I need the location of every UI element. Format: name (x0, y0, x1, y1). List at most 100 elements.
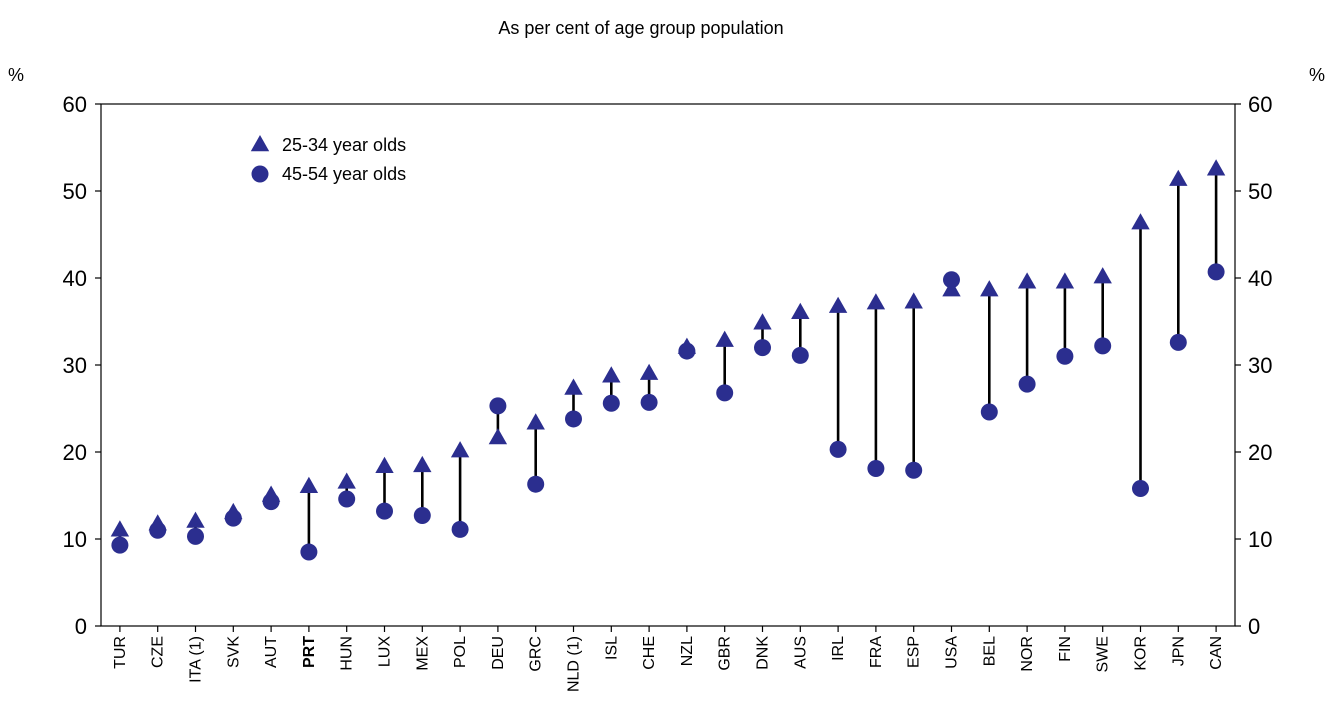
point-25-34 (1206, 159, 1226, 176)
point-45-54 (413, 507, 431, 525)
point-45-54 (791, 346, 809, 364)
x-tick-label: USA (944, 636, 961, 669)
x-tick-label: NOR (1019, 636, 1036, 672)
point-25-34 (942, 280, 961, 297)
x-tick-label: LUX (377, 636, 394, 667)
point-45-54 (678, 342, 696, 360)
x-tick-label: NLD (1) (566, 636, 583, 692)
point-45-54 (1169, 333, 1187, 351)
x-tick-label: POL (452, 636, 469, 668)
y-axis-label-left: % (8, 65, 24, 85)
point-25-34 (602, 366, 621, 383)
x-tick-label: IRL (830, 636, 847, 661)
x-tick-label: AUT (263, 636, 280, 668)
y-tick-label-left: 10 (63, 527, 87, 552)
legend-label-45-54: 45-54 year olds (282, 164, 406, 184)
point-45-54 (829, 440, 847, 458)
point-45-54 (754, 339, 771, 357)
point-25-34 (1131, 213, 1150, 230)
point-25-34 (450, 441, 470, 458)
point-25-34 (564, 378, 583, 395)
x-tick-label: TUR (112, 636, 129, 669)
x-tick-label: DNK (755, 636, 772, 670)
point-25-34 (337, 472, 356, 489)
point-45-54 (224, 509, 242, 527)
point-45-54 (602, 394, 620, 412)
point-45-54 (943, 271, 960, 289)
point-25-34 (1055, 272, 1075, 289)
y-tick-label-left: 20 (63, 440, 87, 465)
x-tick-label: SVK (225, 636, 242, 668)
plot-area (100, 103, 1236, 627)
point-45-54 (1018, 375, 1036, 393)
point-25-34 (488, 428, 508, 445)
point-25-34 (186, 511, 205, 528)
point-25-34 (828, 296, 848, 313)
x-tick-label: ITA (1) (188, 636, 205, 683)
point-45-54 (187, 527, 204, 545)
point-25-34 (1093, 267, 1112, 284)
x-tick-label: AUS (792, 636, 809, 669)
x-tick-label: FRA (868, 636, 885, 668)
point-45-54 (338, 490, 356, 508)
point-45-54 (376, 502, 393, 520)
y-tick-label-right: 30 (1248, 353, 1272, 378)
x-tick-label: PRT (301, 636, 318, 668)
point-25-34 (526, 413, 545, 430)
point-45-54 (565, 410, 582, 428)
point-25-34 (791, 302, 810, 319)
x-tick-label: CZE (150, 636, 167, 668)
point-25-34 (375, 456, 394, 473)
y-tick-label-left: 60 (63, 92, 87, 117)
point-45-54 (527, 475, 545, 493)
legend-marker-triangle (250, 135, 270, 152)
x-tick-label: KOR (1133, 636, 1150, 671)
point-45-54 (867, 460, 885, 478)
legend: 25-34 year olds 45-54 year olds (250, 135, 406, 184)
point-25-34 (715, 330, 734, 347)
point-25-34 (299, 476, 319, 493)
x-tick-label: GRC (528, 636, 545, 672)
y-tick-label-right: 20 (1248, 440, 1272, 465)
x-tick-label: GBR (717, 636, 734, 671)
point-45-54 (1207, 263, 1225, 281)
point-45-54 (300, 543, 318, 561)
x-tick-label: JPN (1170, 636, 1187, 666)
y-axis-label-right: % (1309, 65, 1325, 85)
chart-title: As per cent of age group population (498, 18, 783, 38)
x-tick-label: MEX (414, 636, 431, 671)
y-tick-label-right: 60 (1248, 92, 1272, 117)
point-25-34 (904, 292, 923, 309)
y-tick-label-right: 50 (1248, 179, 1272, 204)
point-45-54 (1056, 347, 1074, 365)
point-45-54 (111, 536, 129, 554)
point-45-54 (262, 493, 280, 511)
marks-layer (110, 159, 1226, 561)
x-tick-label: CHE (641, 636, 658, 670)
point-45-54 (1094, 337, 1112, 355)
point-45-54 (980, 403, 998, 421)
point-45-54 (640, 393, 658, 411)
point-45-54 (716, 384, 734, 402)
point-25-34 (413, 455, 432, 473)
point-25-34 (753, 313, 772, 330)
legend-marker-circle (251, 165, 269, 183)
point-45-54 (1132, 480, 1149, 498)
x-tick-label: SWE (1095, 636, 1112, 672)
x-tick-label: ESP (906, 636, 923, 668)
point-25-34 (639, 363, 659, 380)
x-tick-label: HUN (339, 636, 356, 671)
point-45-54 (905, 461, 923, 479)
x-tick-label: NZL (679, 636, 696, 666)
x-tick-label: CAN (1208, 636, 1225, 670)
point-25-34 (980, 280, 999, 297)
y-tick-label-right: 0 (1248, 614, 1260, 639)
y-tick-label-left: 0 (75, 614, 87, 639)
point-45-54 (489, 397, 507, 415)
point-45-54 (451, 520, 469, 538)
y-tick-label-left: 50 (63, 179, 87, 204)
point-45-54 (149, 521, 167, 539)
x-tick-label: FIN (1057, 636, 1074, 662)
x-tick-label: DEU (490, 636, 507, 670)
